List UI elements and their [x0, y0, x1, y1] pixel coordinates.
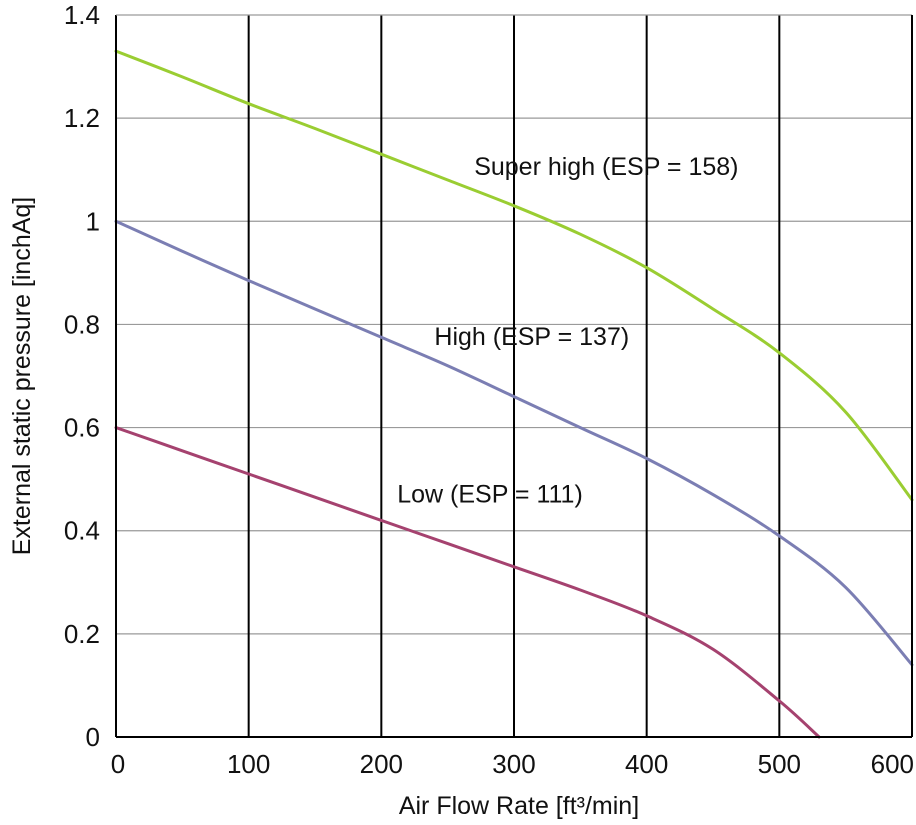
grid: [116, 15, 912, 737]
series-line-2: [114, 426, 821, 739]
y-tick-label: 0.8: [64, 309, 100, 339]
x-axis-title: Air Flow Rate [ft³/min]: [399, 792, 639, 820]
y-tick-label: 0.4: [64, 516, 100, 546]
series-labels: Super high (ESP = 158) High (ESP = 137) Lo…: [397, 153, 738, 508]
y-tick-label: 0.2: [64, 619, 100, 649]
y-tick-label: 0.6: [64, 413, 100, 443]
x-tick-label: 0: [111, 749, 125, 779]
y-tick-label: 1.2: [64, 103, 100, 133]
x-tick-label: 100: [227, 749, 270, 779]
y-axis-title: External static pressure [inchAq]: [8, 197, 36, 556]
x-tick-label: 500: [758, 749, 801, 779]
series-label-2: Low (ESP = 111): [397, 480, 583, 508]
series-lines: [114, 49, 914, 739]
tick-labels: 0 0.2 0.4 0.6 0.8 1 1.2 1.4 0 100 200 300 400 500 600: [64, 0, 914, 779]
series-line-0: [114, 49, 914, 502]
series-label-1: High (ESP = 137): [434, 323, 629, 351]
plot-frame: [115, 14, 913, 738]
series-label-0: Super high (ESP = 158): [474, 153, 738, 181]
y-tick-label: 0: [86, 722, 100, 752]
x-tick-label: 400: [625, 749, 668, 779]
x-tick-label: 600: [871, 749, 914, 779]
series-line-1: [114, 219, 914, 667]
y-tick-label: 1.4: [64, 0, 100, 30]
y-tick-label: 1: [86, 206, 100, 236]
x-tick-label: 200: [360, 749, 403, 779]
x-tick-label: 300: [492, 749, 535, 779]
